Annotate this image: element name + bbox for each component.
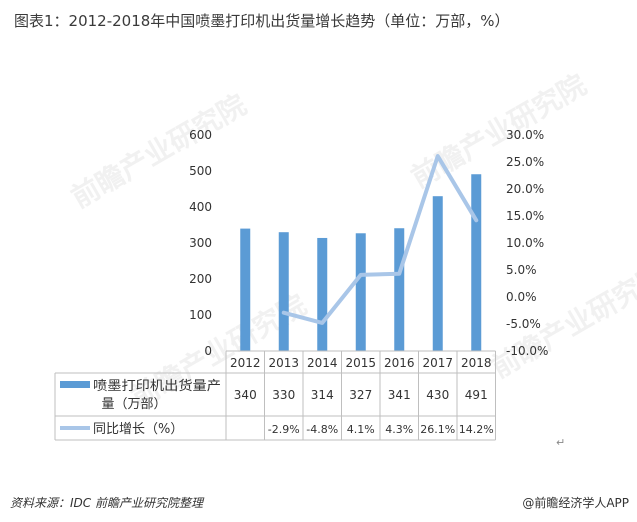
bar-data-label: 491 (465, 388, 488, 402)
return-mark: ↵ (556, 436, 566, 449)
legend-bar-key (60, 381, 90, 388)
bar-mark (394, 228, 405, 351)
bar-mark (355, 233, 366, 351)
source-note: 资料来源：IDC 前瞻产业研究院整理 (10, 496, 203, 510)
legend-bar-label: 量（万部） (101, 397, 166, 412)
bar-mark (278, 232, 289, 351)
growth-line (281, 154, 479, 325)
bar-data-label: 327 (349, 388, 372, 402)
bar-mark (432, 196, 443, 351)
y-left-tick-label: 600 (189, 128, 212, 142)
category-label: 2016 (384, 356, 415, 370)
line-data-label: 4.3% (385, 423, 413, 436)
y-right-tick-label: 0.0% (506, 290, 537, 304)
y-right-tick-label: 15.0% (506, 209, 544, 223)
y-right-tick-label: 5.0% (506, 263, 537, 277)
y-left-tick-label: 0 (204, 344, 212, 358)
y-right-tick-label: -10.0% (506, 344, 548, 358)
line-data-label: -2.9% (268, 423, 300, 436)
bar-data-label: 341 (388, 388, 411, 402)
legend-bar-label: 喷墨打印机出货量产 (93, 378, 221, 394)
category-label: 2015 (345, 356, 376, 370)
bar-mark (471, 174, 482, 351)
category-label: 2017 (422, 356, 453, 370)
line-data-label: 4.1% (347, 423, 375, 436)
bar-mark (317, 237, 328, 351)
bar-data-label: 314 (311, 388, 334, 402)
y-right-tick-label: 30.0% (506, 128, 544, 142)
bar-data-label: 330 (272, 388, 295, 402)
chart-title: 图表1：2012-2018年中国喷墨打印机出货量增长趋势（单位：万部，%） (14, 12, 510, 30)
brand-credit: @前瞻经济学人APP (522, 496, 629, 510)
y-right-tick-label: -5.0% (506, 317, 541, 331)
category-label: 2013 (268, 356, 299, 370)
legend-line-label: 同比增长（%） (93, 422, 183, 437)
y-left-tick-label: 100 (189, 308, 212, 322)
category-label: 2014 (307, 356, 338, 370)
bar-mark (240, 228, 251, 351)
bar-data-label: 340 (234, 388, 257, 402)
line-data-label: 26.1% (420, 423, 455, 436)
category-label: 2018 (461, 356, 492, 370)
line-data-label: 14.2% (459, 423, 494, 436)
line-data-label: -4.8% (306, 423, 338, 436)
y-right-tick-label: 25.0% (506, 155, 544, 169)
y-left-tick-label: 200 (189, 272, 212, 286)
y-left-tick-label: 400 (189, 200, 212, 214)
bar-data-label: 430 (426, 388, 449, 402)
category-label: 2012 (230, 356, 261, 370)
y-left-tick-label: 500 (189, 164, 212, 178)
y-right-tick-label: 20.0% (506, 182, 544, 196)
y-right-tick-label: 10.0% (506, 236, 544, 250)
y-left-tick-label: 300 (189, 236, 212, 250)
